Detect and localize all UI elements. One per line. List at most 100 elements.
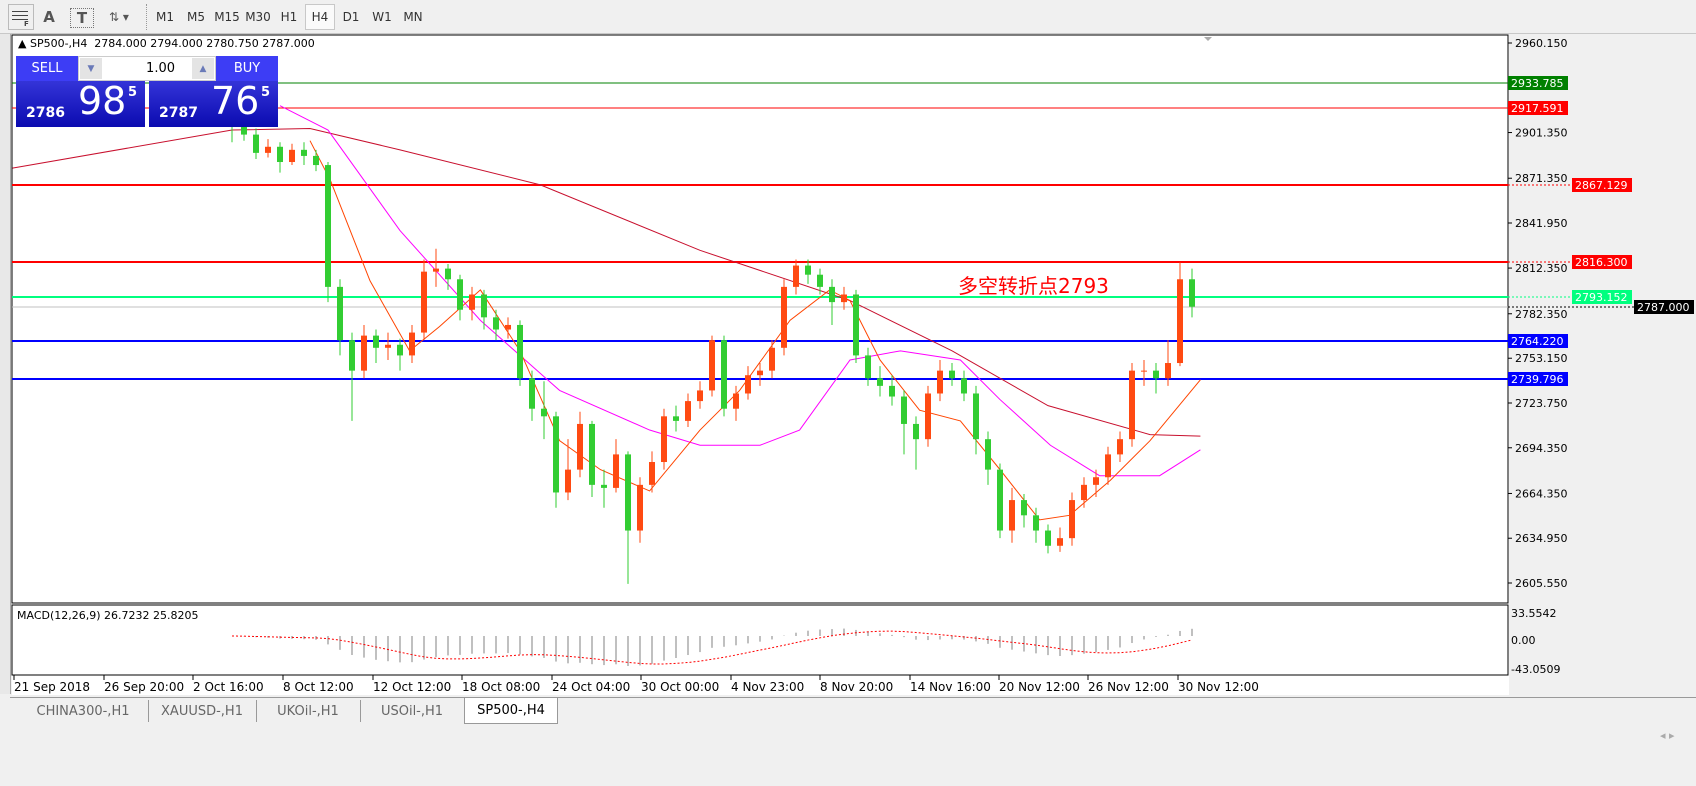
candle-body [997, 469, 1003, 531]
sell-button[interactable]: SELL [16, 56, 78, 81]
price-tick-label: 2812.350 [1515, 262, 1568, 275]
price-tick-label: 2782.350 [1515, 308, 1568, 321]
candle-body [565, 469, 571, 493]
time-axis-label: 26 Nov 12:00 [1088, 680, 1169, 694]
buy-button[interactable]: BUY [216, 56, 278, 81]
price-chart[interactable]: 2960.150 2901.350 2871.350 2841.950 2812.350… [0, 0, 1696, 697]
moving-average-line-0 [12, 128, 1201, 437]
candle-body [373, 335, 379, 348]
candle-body [901, 396, 907, 424]
candle-body [829, 286, 835, 303]
candle-body [493, 317, 499, 330]
candle-body [361, 335, 367, 371]
tab-xauusd-h1[interactable]: XAUUSD-,H1 [148, 700, 257, 722]
buy-price-big: 76 [211, 81, 260, 123]
arrows-shapes-icon[interactable]: ⇅ ▾ [109, 10, 129, 24]
candle-body [853, 294, 859, 356]
symbol-ohlc-info: ▲ SP500-,H4 2784.000 2794.000 2780.750 2… [18, 37, 315, 50]
candle-body [769, 347, 775, 371]
candle-body [913, 423, 919, 440]
decrease-lot-icon[interactable]: ▼ [80, 58, 102, 79]
candle-body [1021, 500, 1027, 516]
text-label-T-icon[interactable]: T [70, 8, 94, 28]
price-label-bg [1508, 76, 1568, 90]
price-tick-label: 2841.950 [1515, 217, 1568, 230]
timeframe-mn[interactable]: MN [403, 10, 423, 24]
candle-body [325, 165, 331, 287]
moving-average-line-1 [279, 105, 1201, 477]
time-axis-label: 30 Nov 12:00 [1178, 680, 1259, 694]
candle-body [889, 385, 895, 397]
candle-body [1093, 477, 1099, 485]
crosshair-grid-icon[interactable]: F [8, 4, 34, 30]
horizontal-line-label: 2793.152 [1575, 291, 1628, 304]
candle-body [841, 294, 847, 303]
price-label-bg [1572, 178, 1632, 192]
time-axis-label: 4 Nov 23:00 [731, 680, 804, 694]
candle-body [1045, 530, 1051, 546]
candle-body [553, 416, 559, 493]
tab-china300-h1[interactable]: CHINA300-,H1 [18, 700, 149, 722]
timeframe-m15[interactable]: M15 [214, 10, 240, 24]
timeframe-m5[interactable]: M5 [187, 10, 205, 24]
timeframe-h1[interactable]: H1 [280, 10, 298, 24]
price-tick-label: 2901.350 [1515, 127, 1568, 140]
price-label-bg [1572, 255, 1632, 269]
candle-body [589, 423, 595, 485]
chart-tabs: CHINA300-,H1 XAUUSD-,H1 UKOil-,H1 USOil-,H1… [10, 697, 1696, 724]
timeframe-d1[interactable]: D1 [342, 10, 360, 24]
candle-body [445, 268, 451, 280]
buy-price-button[interactable]: 2787 76 5 [149, 81, 278, 127]
candle-body [697, 390, 703, 402]
time-axis-label: 20 Nov 12:00 [999, 680, 1080, 694]
candle-body [601, 484, 607, 488]
timeframe-m30[interactable]: M30 [245, 10, 271, 24]
sell-price-prefix: 2786 [26, 105, 65, 121]
macd-frame [11, 604, 1509, 676]
candle-body [685, 401, 691, 421]
candle-body [985, 439, 991, 470]
text-A-icon[interactable]: A [43, 8, 55, 26]
candle-body [649, 462, 655, 485]
price-tick-label: 2694.350 [1515, 442, 1568, 455]
tab-sp500-h4[interactable]: SP500-,H4 [464, 698, 558, 724]
increase-lot-icon[interactable]: ▲ [192, 58, 214, 79]
candle-body [949, 370, 955, 379]
one-click-trading-panel: SELL ▼ 1.00 ▲ BUY 2786 98 5 2787 76 5 [16, 56, 278, 127]
candle-body [1081, 484, 1087, 501]
tab-usoil-h1[interactable]: USOil-,H1 [360, 700, 465, 722]
candle-body [865, 355, 871, 379]
timeframe-m1[interactable]: M1 [156, 10, 174, 24]
price-tick-label: 2634.950 [1515, 532, 1568, 545]
candle-body [313, 155, 319, 166]
candle-body [637, 484, 643, 531]
timeframe-w1[interactable]: W1 [372, 10, 392, 24]
moving-average-line-2 [309, 140, 1201, 521]
horizontal-line-label: 2933.785 [1511, 77, 1564, 90]
lot-size-input[interactable]: ▼ 1.00 ▲ [78, 56, 216, 81]
candle-body [1069, 500, 1075, 539]
price-tick-label: 2723.750 [1515, 397, 1568, 410]
horizontal-line-label: 2867.129 [1575, 179, 1628, 192]
sell-price-button[interactable]: 2786 98 5 [16, 81, 145, 127]
toolbar: F A T ⇅ ▾ M1 M5 M15 M30 H1 H4 D1 W1 MN [0, 0, 1696, 34]
candle-body [925, 393, 931, 440]
lot-value[interactable]: 1.00 [146, 61, 175, 76]
candle-body [469, 294, 475, 310]
price-tick-label: 2753.150 [1515, 352, 1568, 365]
candle-body [733, 393, 739, 409]
candle-body [541, 408, 547, 417]
tab-scroll-arrows-icon[interactable]: ◂ ▸ [1660, 729, 1675, 742]
candle-body [409, 332, 415, 356]
candle-body [337, 286, 343, 341]
status-bar: ◂ ▸ [0, 725, 1696, 786]
candle-body [1141, 370, 1147, 372]
time-axis-label: 12 Oct 12:00 [373, 680, 451, 694]
candle-body [529, 378, 535, 409]
macd-signal-line [231, 630, 1193, 665]
timeframe-h4[interactable]: H4 [305, 4, 335, 30]
time-axis-label: 26 Sep 20:00 [104, 680, 184, 694]
horizontal-line-label: 2917.591 [1511, 102, 1564, 115]
tab-ukoil-h1[interactable]: UKOil-,H1 [256, 700, 361, 722]
time-axis-label: 30 Oct 00:00 [641, 680, 719, 694]
